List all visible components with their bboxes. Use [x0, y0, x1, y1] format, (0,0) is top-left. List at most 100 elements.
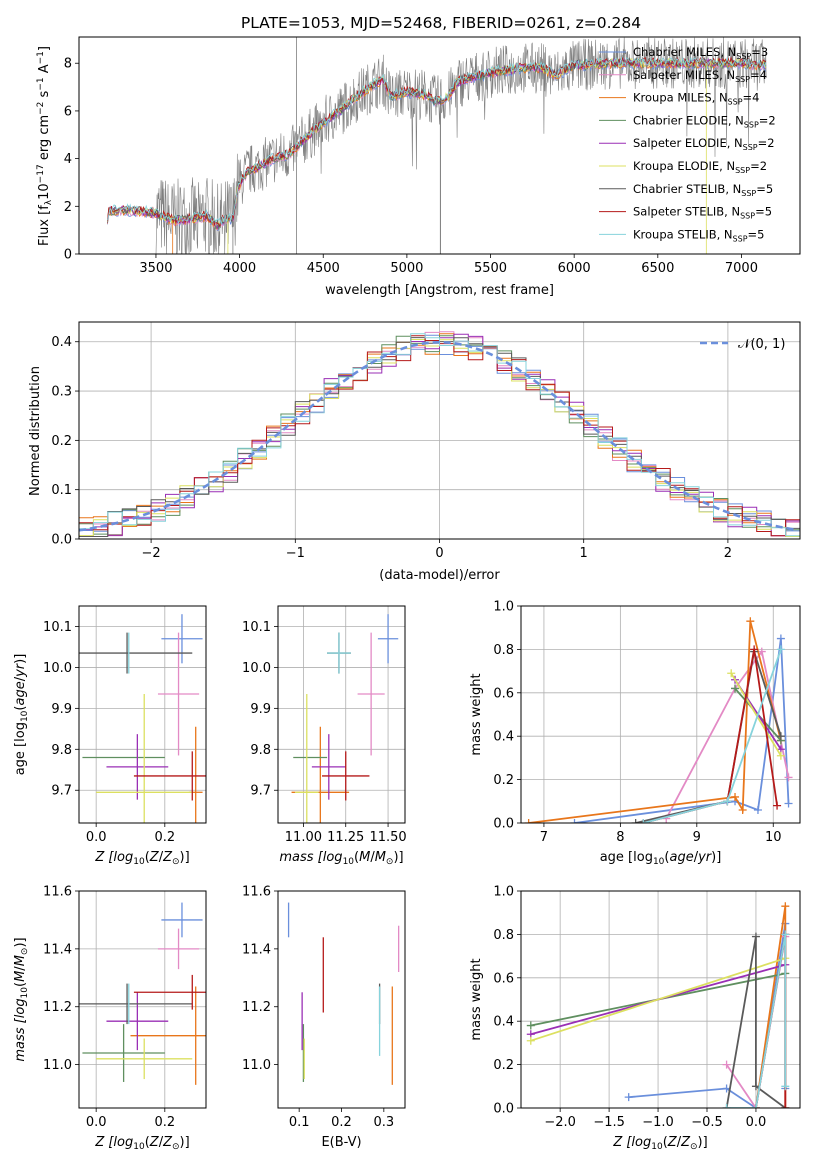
- spectrum-x-label: wavelength [Angstrom, rest frame]: [325, 283, 554, 298]
- errorbar-point-kroupa-elodie: [294, 694, 319, 823]
- normal-distribution-curve: [79, 340, 798, 532]
- x-tick-label: −2: [142, 546, 161, 561]
- weight-vs-age-axes: 7 8 9 10 0.0 0.2 0.4 0.6 0.8 1.0 age [log10(age/yr…: [469, 600, 801, 867]
- weight-vs-age-axes-y-label: mass weight: [469, 673, 484, 755]
- legend-label: Salpeter STELIB, NSSP=5: [633, 205, 772, 221]
- y-tick-label: 0.4: [493, 1015, 514, 1030]
- y-tick-label: 0.6: [493, 686, 514, 701]
- mass-vs-z-axes-y-label: mass [log10(M/M⊙)]: [13, 937, 30, 1061]
- weight-marker: [631, 819, 640, 823]
- weight-line-kroupa-miles: [528, 620, 782, 823]
- axes-frame: [78, 605, 207, 824]
- legend-label: Salpeter MILES, NSSP=4: [633, 68, 767, 84]
- x-tick-label: 4500: [307, 261, 340, 276]
- errorbar-point-salpeter-elodie: [311, 734, 346, 800]
- y-tick-label: 6: [64, 104, 72, 119]
- x-tick-label: 11.50: [369, 830, 406, 845]
- x-tick-label: 10: [765, 830, 782, 845]
- legend-label: Chabrier STELIB, NSSP=5: [633, 182, 773, 198]
- x-tick-label: 7000: [725, 261, 758, 276]
- weight-marker: [776, 751, 785, 760]
- weight-line-kroupa-elodie: [730, 672, 782, 757]
- y-tick-label: 0.2: [51, 434, 72, 449]
- y-tick-label: 4: [64, 152, 72, 167]
- mass-vs-z-axes-x-label: Z [log10(Z/Z⊙)]: [94, 1135, 189, 1152]
- x-tick-label: 7: [540, 830, 548, 845]
- y-tick-label: 11.6: [242, 885, 271, 900]
- plot-area: [107, 37, 767, 254]
- age-vs-z-axes: 0.0 0.2 9.7 9.8 9.9 10.0 10.1 Z [log10(Z/Z⊙)] ag…: [13, 605, 207, 867]
- legend-label: Kroupa ELODIE, NSSP=2: [633, 159, 767, 175]
- y-tick-label: 11.4: [242, 942, 271, 957]
- y-tick-label: 9.7: [51, 784, 72, 799]
- y-tick-label: 0.4: [51, 335, 72, 350]
- mass-vs-ebv-axes: 0.1 0.2 0.3 11.0 11.2 11.4 11.6 E(B-V): [242, 885, 406, 1150]
- weight-line-salpeter-miles: [665, 649, 790, 820]
- y-tick-label: 11.2: [43, 1000, 72, 1015]
- x-tick-label: 1: [580, 546, 588, 561]
- x-tick-label: 11.00: [285, 830, 322, 845]
- weight-vs-z-axes-x-label: Z [log10(Z/Z⊙)]: [612, 1135, 707, 1152]
- weight-marker: [751, 1082, 760, 1091]
- legend-label: Kroupa MILES, NSSP=4: [633, 91, 759, 107]
- weight-marker: [753, 805, 762, 814]
- axes-frame: [520, 605, 801, 824]
- errorbar-point-salpeter-elodie: [106, 734, 169, 800]
- x-tick-label: 0.3: [373, 1115, 394, 1130]
- ticks: 0.1 0.2 0.3 11.0 11.2 11.4 11.6: [242, 885, 394, 1131]
- errorbar-point-kroupa-miles: [130, 986, 206, 1085]
- weight-marker: [751, 1104, 760, 1108]
- x-tick-label: 0.0: [746, 1115, 767, 1130]
- errorbar-point-chabrier-miles: [377, 614, 399, 664]
- weight-marker: [526, 1021, 535, 1030]
- axes-frame: [277, 890, 406, 1109]
- x-tick-label: 4000: [223, 261, 256, 276]
- grid-lines: [79, 606, 206, 823]
- x-tick-label: 8: [616, 830, 624, 845]
- weight-marker: [750, 645, 759, 654]
- x-tick-label: 3500: [139, 261, 172, 276]
- weight-marker: [524, 819, 533, 823]
- weight-line-kroupa-stelib: [726, 934, 787, 1108]
- errorbar-point-chabrier-stelib: [79, 632, 193, 674]
- y-tick-label: 9.8: [250, 743, 271, 758]
- weight-marker: [781, 902, 790, 911]
- y-tick-label: 1.0: [493, 885, 514, 900]
- panels: 3500 4000 4500 5000 5500 6000 6500 7000 0 2 4 6 8 wav…: [13, 36, 801, 1152]
- x-tick-label: −2.0: [544, 1115, 576, 1130]
- errorbar-point-chabrier-miles: [161, 614, 203, 664]
- weight-marker: [776, 634, 785, 643]
- errorbar-point-salpeter-miles: [157, 632, 200, 756]
- ticks: 0.0 0.2 9.7 9.8 9.9 10.0 10.1: [43, 620, 175, 845]
- plot-area: [526, 902, 790, 1108]
- weight-marker: [639, 819, 648, 823]
- model-spectrum-kroupa-stelib: [107, 56, 767, 225]
- legend-label: 𝒩(0, 1): [738, 337, 785, 352]
- weight-vs-z-axes: −2.0 −1.5 −1.0 −0.5 0.0 0.0 0.2 0.4 0.6 0.8 1.0 Z […: [469, 885, 801, 1152]
- y-tick-label: 0.1: [51, 483, 72, 498]
- y-tick-label: 9.8: [51, 743, 72, 758]
- spectrum-y-label: Flux [fλ10−17 erg cm−2 s−1 A−1]: [36, 46, 54, 246]
- x-tick-label: 0.2: [331, 1115, 352, 1130]
- weight-vs-z-axes-y-label: mass weight: [469, 958, 484, 1040]
- residuals-x-label: (data-model)/error: [379, 568, 500, 583]
- y-tick-label: 11.2: [242, 1000, 271, 1015]
- y-tick-label: 10.1: [242, 620, 271, 635]
- x-tick-label: −1: [286, 546, 305, 561]
- y-tick-label: 0.3: [51, 385, 72, 400]
- x-tick-label: 2: [724, 546, 732, 561]
- y-tick-label: 0.0: [51, 533, 72, 548]
- y-tick-label: 10.1: [43, 620, 72, 635]
- figure-title: PLATE=1053, MJD=52468, FIBERID=0261, z=0…: [241, 14, 641, 32]
- errorbar-point-salpeter-stelib: [322, 751, 370, 801]
- weight-marker: [526, 1036, 535, 1045]
- legend-label: Chabrier ELODIE, NSSP=2: [633, 113, 776, 129]
- y-tick-label: 0.2: [493, 773, 514, 788]
- legend-label: Chabrier MILES, NSSP=3: [633, 45, 768, 61]
- y-tick-label: 2: [64, 200, 72, 215]
- weight-marker: [570, 819, 579, 823]
- y-tick-label: 0.6: [493, 971, 514, 986]
- y-tick-label: 0.0: [493, 1102, 514, 1117]
- errorbar-point-kroupa-elodie: [96, 1038, 193, 1080]
